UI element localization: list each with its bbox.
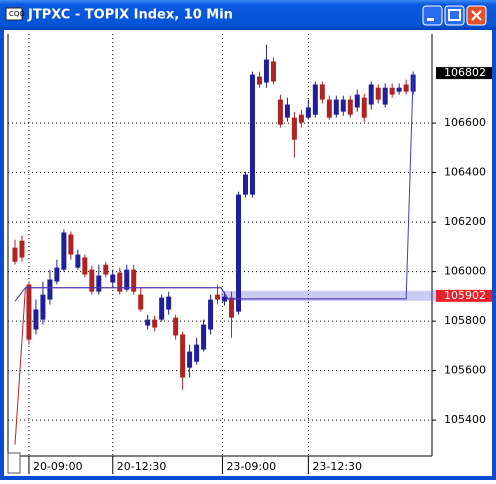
candle-body (389, 87, 395, 95)
y-tick-label: 105400 (444, 413, 486, 426)
candle-body (222, 296, 228, 302)
candle-body (145, 319, 151, 326)
price-marker (436, 67, 492, 80)
candle-body (138, 294, 144, 310)
close-button[interactable] (466, 5, 487, 26)
client-area (4, 30, 492, 476)
x-tick-label: 20-09:00 (33, 460, 83, 473)
candle-body (375, 87, 381, 100)
candle-body (12, 247, 18, 262)
candle-body (326, 99, 332, 118)
plot: 105400 105600 105800 106000 106200 106400 1066… (7, 34, 492, 474)
candle-body (124, 269, 130, 290)
x-tick-label: 23-12:30 (312, 460, 362, 473)
price-marker-label: 105902 (444, 289, 486, 302)
maximize-button[interactable] (444, 5, 465, 26)
candle-body (96, 275, 102, 292)
candle-body (117, 272, 123, 292)
candle-body (284, 104, 290, 118)
y-tick-label: 105800 (444, 314, 486, 327)
y-tick-label: 105600 (444, 364, 486, 377)
candle-body (305, 107, 311, 118)
candle-body (187, 351, 193, 368)
candle-body (249, 74, 255, 195)
candle-body (194, 344, 200, 362)
price-band (221, 290, 492, 301)
x-tick-label: 20-12:30 (117, 460, 167, 473)
candle-body (26, 284, 32, 340)
candle-body (277, 99, 283, 125)
candle-body (159, 297, 165, 320)
candle-body (298, 114, 304, 123)
candle-body (263, 59, 269, 83)
candle-body (82, 257, 88, 275)
y-tick-label: 106400 (444, 166, 486, 179)
candle-body (382, 87, 388, 105)
candle-body (54, 267, 60, 282)
candle-body (152, 319, 158, 328)
y-tick-label: 106200 (444, 215, 486, 228)
candle-body (291, 117, 297, 140)
candle-body (236, 194, 242, 312)
candle-body (201, 324, 207, 350)
candle-body (75, 254, 81, 268)
y-tick-label: 106600 (444, 116, 486, 129)
candle-body (403, 84, 409, 92)
candle-body (47, 279, 53, 300)
candle-body (340, 99, 346, 112)
candle-body (229, 297, 235, 318)
candle-body (68, 234, 74, 255)
candle-body (89, 269, 95, 292)
candle-body (215, 294, 221, 300)
price-marker-label: 106802 (444, 66, 486, 79)
candle-body (312, 84, 318, 115)
candle-body (166, 296, 172, 310)
candle-body (270, 61, 276, 82)
candle-body (33, 309, 39, 330)
app-icon-glyph: CQG (9, 10, 25, 18)
candle-body (319, 84, 325, 100)
candle-body (61, 232, 67, 270)
price-marker (436, 289, 492, 302)
corner-button[interactable] (7, 452, 21, 474)
candle-body (242, 174, 248, 195)
candle-body (110, 274, 116, 283)
minimize-button[interactable] (422, 5, 443, 26)
candle-body (368, 84, 374, 105)
candle-body (19, 240, 25, 258)
x-tick-label: 23-09:00 (226, 460, 276, 473)
overlay-line (14, 74, 414, 302)
candle-body (396, 87, 402, 92)
candle-body (40, 294, 46, 320)
title-bar (0, 0, 496, 30)
candle-body (131, 269, 137, 292)
candle-body (361, 97, 367, 118)
candle-body (354, 94, 360, 108)
candle-body (256, 76, 262, 85)
candle-body (347, 99, 353, 115)
window-title: JTPXC - TOPIX Index, 10 Min (27, 8, 233, 23)
candle-body (180, 334, 186, 378)
candle-body (208, 299, 214, 330)
app-icon (5, 7, 23, 21)
candle-body (103, 264, 109, 275)
candle-body (173, 317, 179, 336)
y-tick-label: 106000 (444, 265, 486, 278)
candle-body (333, 99, 339, 115)
